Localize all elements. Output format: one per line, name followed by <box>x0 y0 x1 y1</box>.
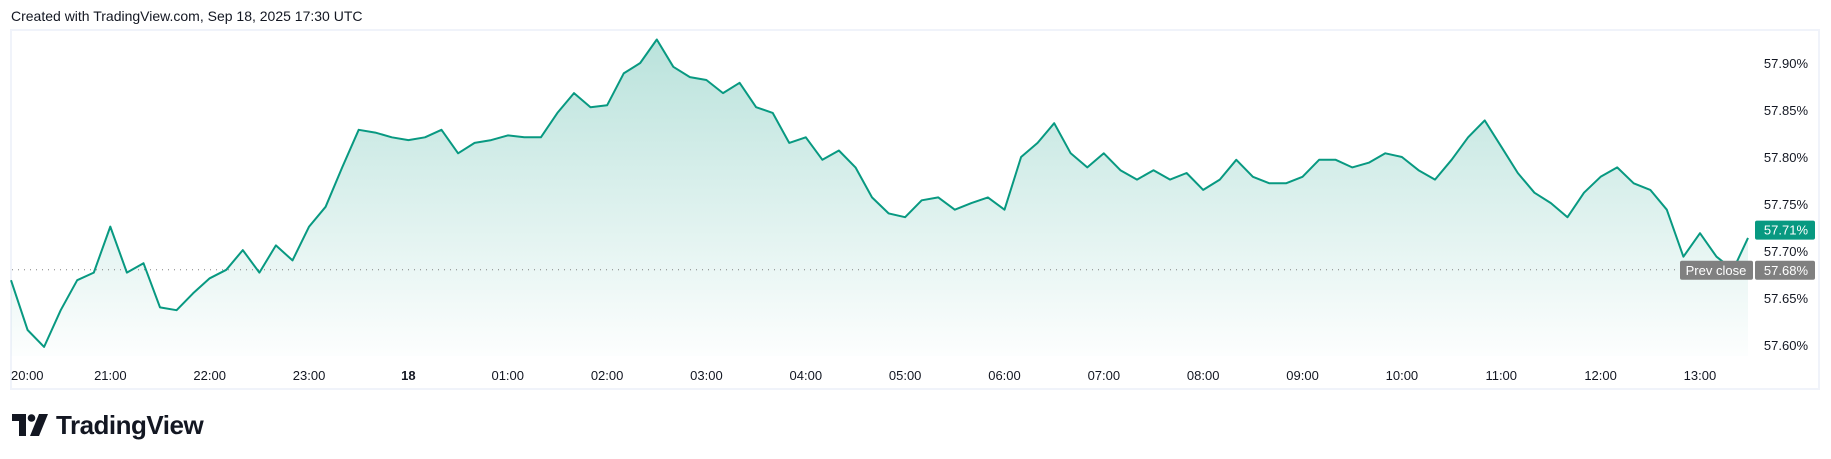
prev-close-text: Prev close <box>1686 263 1747 278</box>
area-fill <box>11 39 1748 356</box>
y-tick-label: 57.80% <box>1764 150 1809 165</box>
prev-close-value-badge <box>1755 260 1815 280</box>
x-tick-label: 22:00 <box>193 368 226 383</box>
tradingview-logo[interactable]: TradingView <box>12 409 204 440</box>
y-tick-label: 57.90% <box>1764 56 1809 71</box>
x-tick-label: 21:00 <box>94 368 127 383</box>
chart-caption: Created with TradingView.com, Sep 18, 20… <box>11 8 363 24</box>
x-tick-label: 07:00 <box>1088 368 1121 383</box>
x-tick-label: 23:00 <box>293 368 326 383</box>
x-tick-label: 03:00 <box>690 368 723 383</box>
y-tick-label: 57.75% <box>1764 197 1809 212</box>
y-tick-label: 57.70% <box>1764 244 1809 259</box>
x-tick-label: 18 <box>401 368 415 383</box>
y-tick-label: 57.85% <box>1764 103 1809 118</box>
prev-close-badge <box>1680 260 1753 280</box>
tradingview-logo-text: TradingView <box>56 409 204 440</box>
x-tick-label: 11:00 <box>1485 368 1517 383</box>
x-tick-label: 02:00 <box>591 368 624 383</box>
x-tick-label: 20:00 <box>11 368 44 383</box>
x-tick-label: 01:00 <box>491 368 524 383</box>
last-price-badge <box>1755 220 1815 240</box>
y-tick-label: 57.60% <box>1764 338 1809 353</box>
price-line <box>10 38 1749 348</box>
x-tick-label: 13:00 <box>1684 368 1717 383</box>
x-tick-label: 09:00 <box>1286 368 1319 383</box>
y-tick-label: 57.65% <box>1764 291 1809 306</box>
chart-frame <box>10 29 1820 390</box>
x-tick-label: 12:00 <box>1584 368 1617 383</box>
last-price-label: 57.71% <box>1764 223 1809 238</box>
x-tick-label: 06:00 <box>988 368 1021 383</box>
prev-close-value: 57.68% <box>1764 263 1809 278</box>
tradingview-logo-icon <box>12 414 48 436</box>
x-tick-label: 10:00 <box>1386 368 1419 383</box>
x-tick-label: 08:00 <box>1187 368 1220 383</box>
x-tick-label: 04:00 <box>790 368 823 383</box>
x-tick-label: 05:00 <box>889 368 922 383</box>
